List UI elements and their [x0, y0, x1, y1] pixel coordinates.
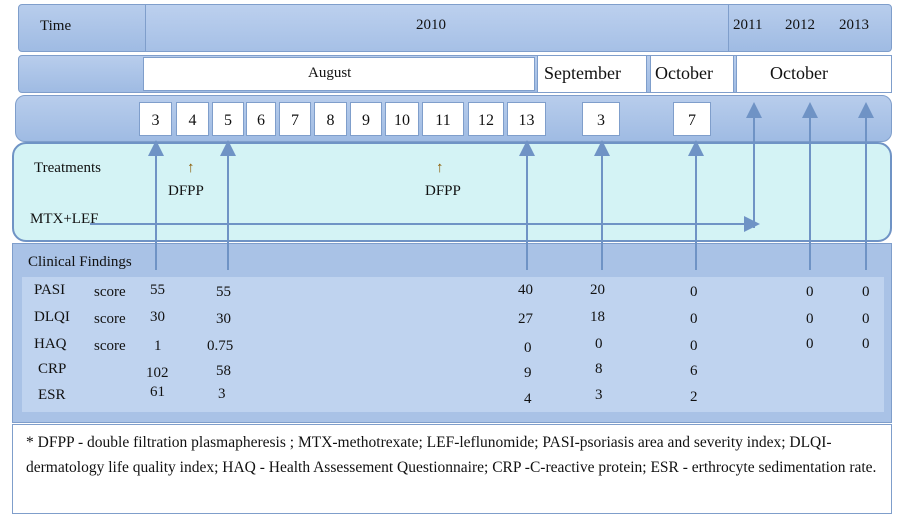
row-name-esr: ESR — [38, 387, 66, 403]
value-cell: 2 — [690, 389, 698, 405]
value-cell: 20 — [590, 282, 605, 298]
october-cell-2 — [736, 55, 892, 93]
value-cell: 3 — [218, 386, 226, 402]
value-cell: 102 — [146, 365, 169, 381]
month-august: August — [308, 65, 352, 81]
mtx-lef-label: MTX+LEF — [30, 211, 99, 227]
value-cell: 40 — [518, 282, 533, 298]
value-cell: 0 — [690, 284, 698, 300]
value-cell: 0 — [806, 336, 814, 352]
value-cell: 0 — [690, 311, 698, 327]
september-cell — [537, 55, 647, 93]
value-cell: 18 — [590, 309, 605, 325]
day-cell: 8 — [314, 102, 347, 136]
day-cell: 5 — [212, 102, 244, 136]
footnote-text: * DFPP - double filtration plasmapheresi… — [26, 434, 877, 476]
treatments-label: Treatments — [34, 160, 101, 176]
year-2013: 2013 — [839, 17, 869, 33]
clinical-findings-label: Clinical Findings — [28, 254, 132, 270]
value-cell: 0 — [862, 284, 870, 300]
year-2010: 2010 — [416, 17, 446, 33]
value-cell: 8 — [595, 361, 603, 377]
value-cell: 0 — [806, 284, 814, 300]
row-unit-haq: score — [94, 338, 126, 354]
dfpp-arrow-1: ↑ — [187, 160, 195, 176]
value-cell: 3 — [595, 387, 603, 403]
clinical-values-area — [22, 277, 884, 412]
day-cell: 7 — [673, 102, 711, 136]
value-cell: 55 — [216, 284, 231, 300]
dfpp-label-1: DFPP — [168, 183, 204, 199]
row-name-crp: CRP — [38, 361, 67, 377]
august-cell — [143, 57, 535, 91]
value-cell: 58 — [216, 363, 231, 379]
year-2010-cell — [145, 5, 729, 51]
day-cell: 10 — [385, 102, 419, 136]
day-cell: 9 — [350, 102, 382, 136]
row-unit-pasi: score — [94, 284, 126, 300]
footnote-box — [12, 424, 892, 514]
time-label: Time — [40, 18, 72, 34]
month-september: September — [544, 63, 621, 83]
year-2012: 2012 — [785, 17, 815, 33]
value-cell: 0 — [595, 336, 603, 352]
row-name-pasi: PASI — [34, 282, 66, 298]
row-name-haq: HAQ — [34, 336, 67, 352]
year-2011: 2011 — [733, 17, 763, 33]
day-cell: 13 — [507, 102, 546, 136]
day-cell: 6 — [246, 102, 276, 136]
value-cell: 0.75 — [207, 338, 234, 354]
row-name-dlqi: DLQI — [34, 309, 70, 325]
day-cell: 3 — [582, 102, 620, 136]
day-cell: 4 — [176, 102, 209, 136]
value-cell: 1 — [154, 338, 162, 354]
value-cell: 30 — [216, 311, 231, 327]
october-cell-1 — [650, 55, 734, 93]
value-cell: 4 — [524, 391, 532, 407]
value-cell: 0 — [862, 311, 870, 327]
value-cell: 0 — [524, 340, 532, 356]
dfpp-label-2: DFPP — [425, 183, 461, 199]
value-cell: 0 — [806, 311, 814, 327]
day-cell: 12 — [468, 102, 504, 136]
value-cell: 55 — [150, 282, 165, 298]
value-cell: 27 — [518, 311, 533, 327]
month-october-2: October — [770, 63, 828, 83]
row-unit-dlqi: score — [94, 311, 126, 327]
day-cell: 11 — [422, 102, 464, 136]
dfpp-arrow-2: ↑ — [436, 160, 444, 176]
treatments-panel — [12, 142, 892, 242]
value-cell: 0 — [862, 336, 870, 352]
day-cell: 3 — [139, 102, 172, 136]
value-cell: 6 — [690, 363, 698, 379]
value-cell: 30 — [150, 309, 165, 325]
value-cell: 61 — [150, 384, 165, 400]
day-cell: 7 — [279, 102, 311, 136]
value-cell: 9 — [524, 365, 532, 381]
month-october-1: October — [655, 63, 713, 83]
value-cell: 0 — [690, 338, 698, 354]
